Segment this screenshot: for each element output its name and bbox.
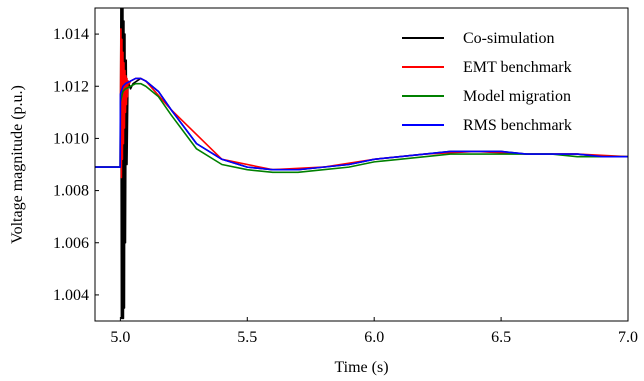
legend-label: EMT benchmark	[463, 59, 572, 76]
legend-item: RMS benchmark	[402, 117, 572, 134]
series-line-co-simulation	[95, 8, 628, 320]
x-axis: 5.0 5.5 6.0 6.5 7.0	[110, 317, 638, 346]
legend-item: Model migration	[402, 88, 571, 105]
x-tick-label: 7.0	[618, 329, 638, 346]
y-tick-label: 1.004	[53, 287, 89, 304]
y-tick-label: 1.010	[53, 130, 89, 147]
x-axis-label: Time (s)	[334, 359, 388, 376]
series-group	[95, 8, 628, 320]
plot-frame	[94, 7, 629, 322]
x-tick-label: 6.5	[491, 329, 511, 346]
x-tick-label: 5.5	[237, 329, 257, 346]
x-tick-label: 6.0	[364, 329, 384, 346]
y-tick-label: 1.008	[53, 183, 89, 200]
legend-label: Co-simulation	[463, 30, 555, 47]
series-line-model-migration	[95, 82, 628, 174]
legend-label: RMS benchmark	[463, 117, 572, 134]
y-tick-label: 1.006	[53, 235, 89, 252]
x-tick-label: 5.0	[110, 329, 130, 346]
series-line-rms-benchmark	[95, 77, 628, 171]
y-tick-label: 1.012	[53, 78, 89, 95]
y-axis-label: Voltage magnitude (p.u.)	[9, 85, 26, 244]
y-axis: 1.004 1.006 1.008 1.010 1.012 1.014	[53, 26, 99, 304]
plot-area	[94, 7, 629, 322]
legend-label: Model migration	[463, 88, 571, 105]
legend: Co-simulation EMT benchmark Model migratio…	[402, 30, 572, 134]
legend-item: EMT benchmark	[402, 59, 572, 76]
legend-item: Co-simulation	[402, 30, 555, 47]
y-tick-label: 1.014	[53, 26, 89, 43]
